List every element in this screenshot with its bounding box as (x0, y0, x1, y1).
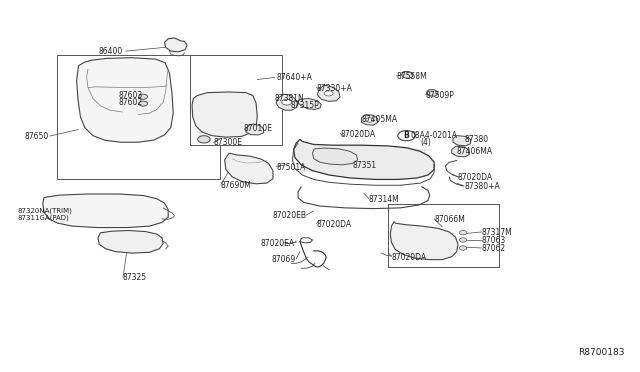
Text: 87603: 87603 (118, 91, 142, 100)
Polygon shape (317, 86, 340, 102)
Text: 87320NA(TRIM): 87320NA(TRIM) (18, 208, 72, 214)
Text: 87317M: 87317M (482, 228, 513, 237)
Circle shape (460, 231, 467, 235)
Text: 87640+A: 87640+A (276, 73, 312, 82)
Polygon shape (298, 99, 321, 109)
Text: 87509P: 87509P (426, 91, 454, 100)
Circle shape (460, 238, 467, 242)
Text: 87690M: 87690M (221, 181, 252, 190)
Bar (189, 55, 282, 145)
Text: 87405MA: 87405MA (362, 115, 397, 124)
Text: 87650: 87650 (25, 132, 49, 141)
Polygon shape (401, 71, 413, 78)
Text: 87020DA: 87020DA (392, 253, 427, 262)
Text: 87380+A: 87380+A (464, 182, 500, 191)
Text: B: B (404, 131, 410, 140)
Text: 87315P: 87315P (291, 101, 319, 110)
Text: R8700183: R8700183 (578, 348, 624, 357)
Text: 87020EA: 87020EA (260, 239, 295, 248)
Circle shape (282, 99, 292, 105)
Circle shape (324, 91, 333, 96)
Text: 87380: 87380 (464, 135, 488, 144)
Bar (56, 55, 220, 179)
Polygon shape (453, 136, 470, 146)
Text: 86400: 86400 (98, 46, 122, 55)
Text: 87020DA: 87020DA (458, 173, 493, 183)
Text: 87063: 87063 (482, 236, 506, 245)
Text: 87066M: 87066M (434, 215, 465, 224)
Text: 87558M: 87558M (397, 72, 428, 81)
Text: 87311GA(PAD): 87311GA(PAD) (18, 215, 69, 221)
Text: 87010E: 87010E (243, 124, 273, 133)
Text: 87325: 87325 (122, 273, 147, 282)
Polygon shape (276, 94, 298, 110)
Text: 87020DA: 87020DA (340, 130, 375, 139)
Text: 87314M: 87314M (369, 195, 399, 204)
Text: 87406MA: 87406MA (457, 147, 493, 156)
Text: 87020DA: 87020DA (316, 220, 351, 229)
Circle shape (139, 94, 148, 99)
Polygon shape (43, 194, 168, 228)
Polygon shape (312, 148, 358, 165)
Text: 87351: 87351 (353, 161, 377, 170)
Circle shape (366, 118, 373, 122)
Circle shape (139, 101, 148, 106)
Circle shape (198, 136, 210, 143)
Circle shape (460, 246, 467, 250)
Polygon shape (427, 90, 438, 96)
Text: 87602: 87602 (118, 98, 142, 108)
Polygon shape (98, 231, 163, 253)
Text: 87330+A: 87330+A (317, 84, 353, 93)
Polygon shape (77, 58, 173, 142)
Text: 87069: 87069 (272, 255, 296, 264)
Circle shape (398, 131, 415, 141)
Text: (4): (4) (420, 138, 431, 147)
Text: 87062: 87062 (482, 244, 506, 253)
Text: 08A4-0201A: 08A4-0201A (411, 131, 458, 140)
Polygon shape (246, 124, 264, 135)
Polygon shape (294, 140, 434, 179)
Text: 87300E: 87300E (213, 138, 243, 147)
Text: 87381N: 87381N (275, 94, 305, 103)
Text: 87020EB: 87020EB (272, 211, 306, 220)
Polygon shape (452, 146, 469, 157)
Text: 87501A: 87501A (276, 163, 305, 171)
Polygon shape (390, 222, 458, 260)
Bar (388, 204, 499, 267)
Polygon shape (362, 115, 378, 125)
Polygon shape (192, 92, 257, 137)
Polygon shape (164, 38, 187, 52)
Polygon shape (225, 153, 273, 184)
